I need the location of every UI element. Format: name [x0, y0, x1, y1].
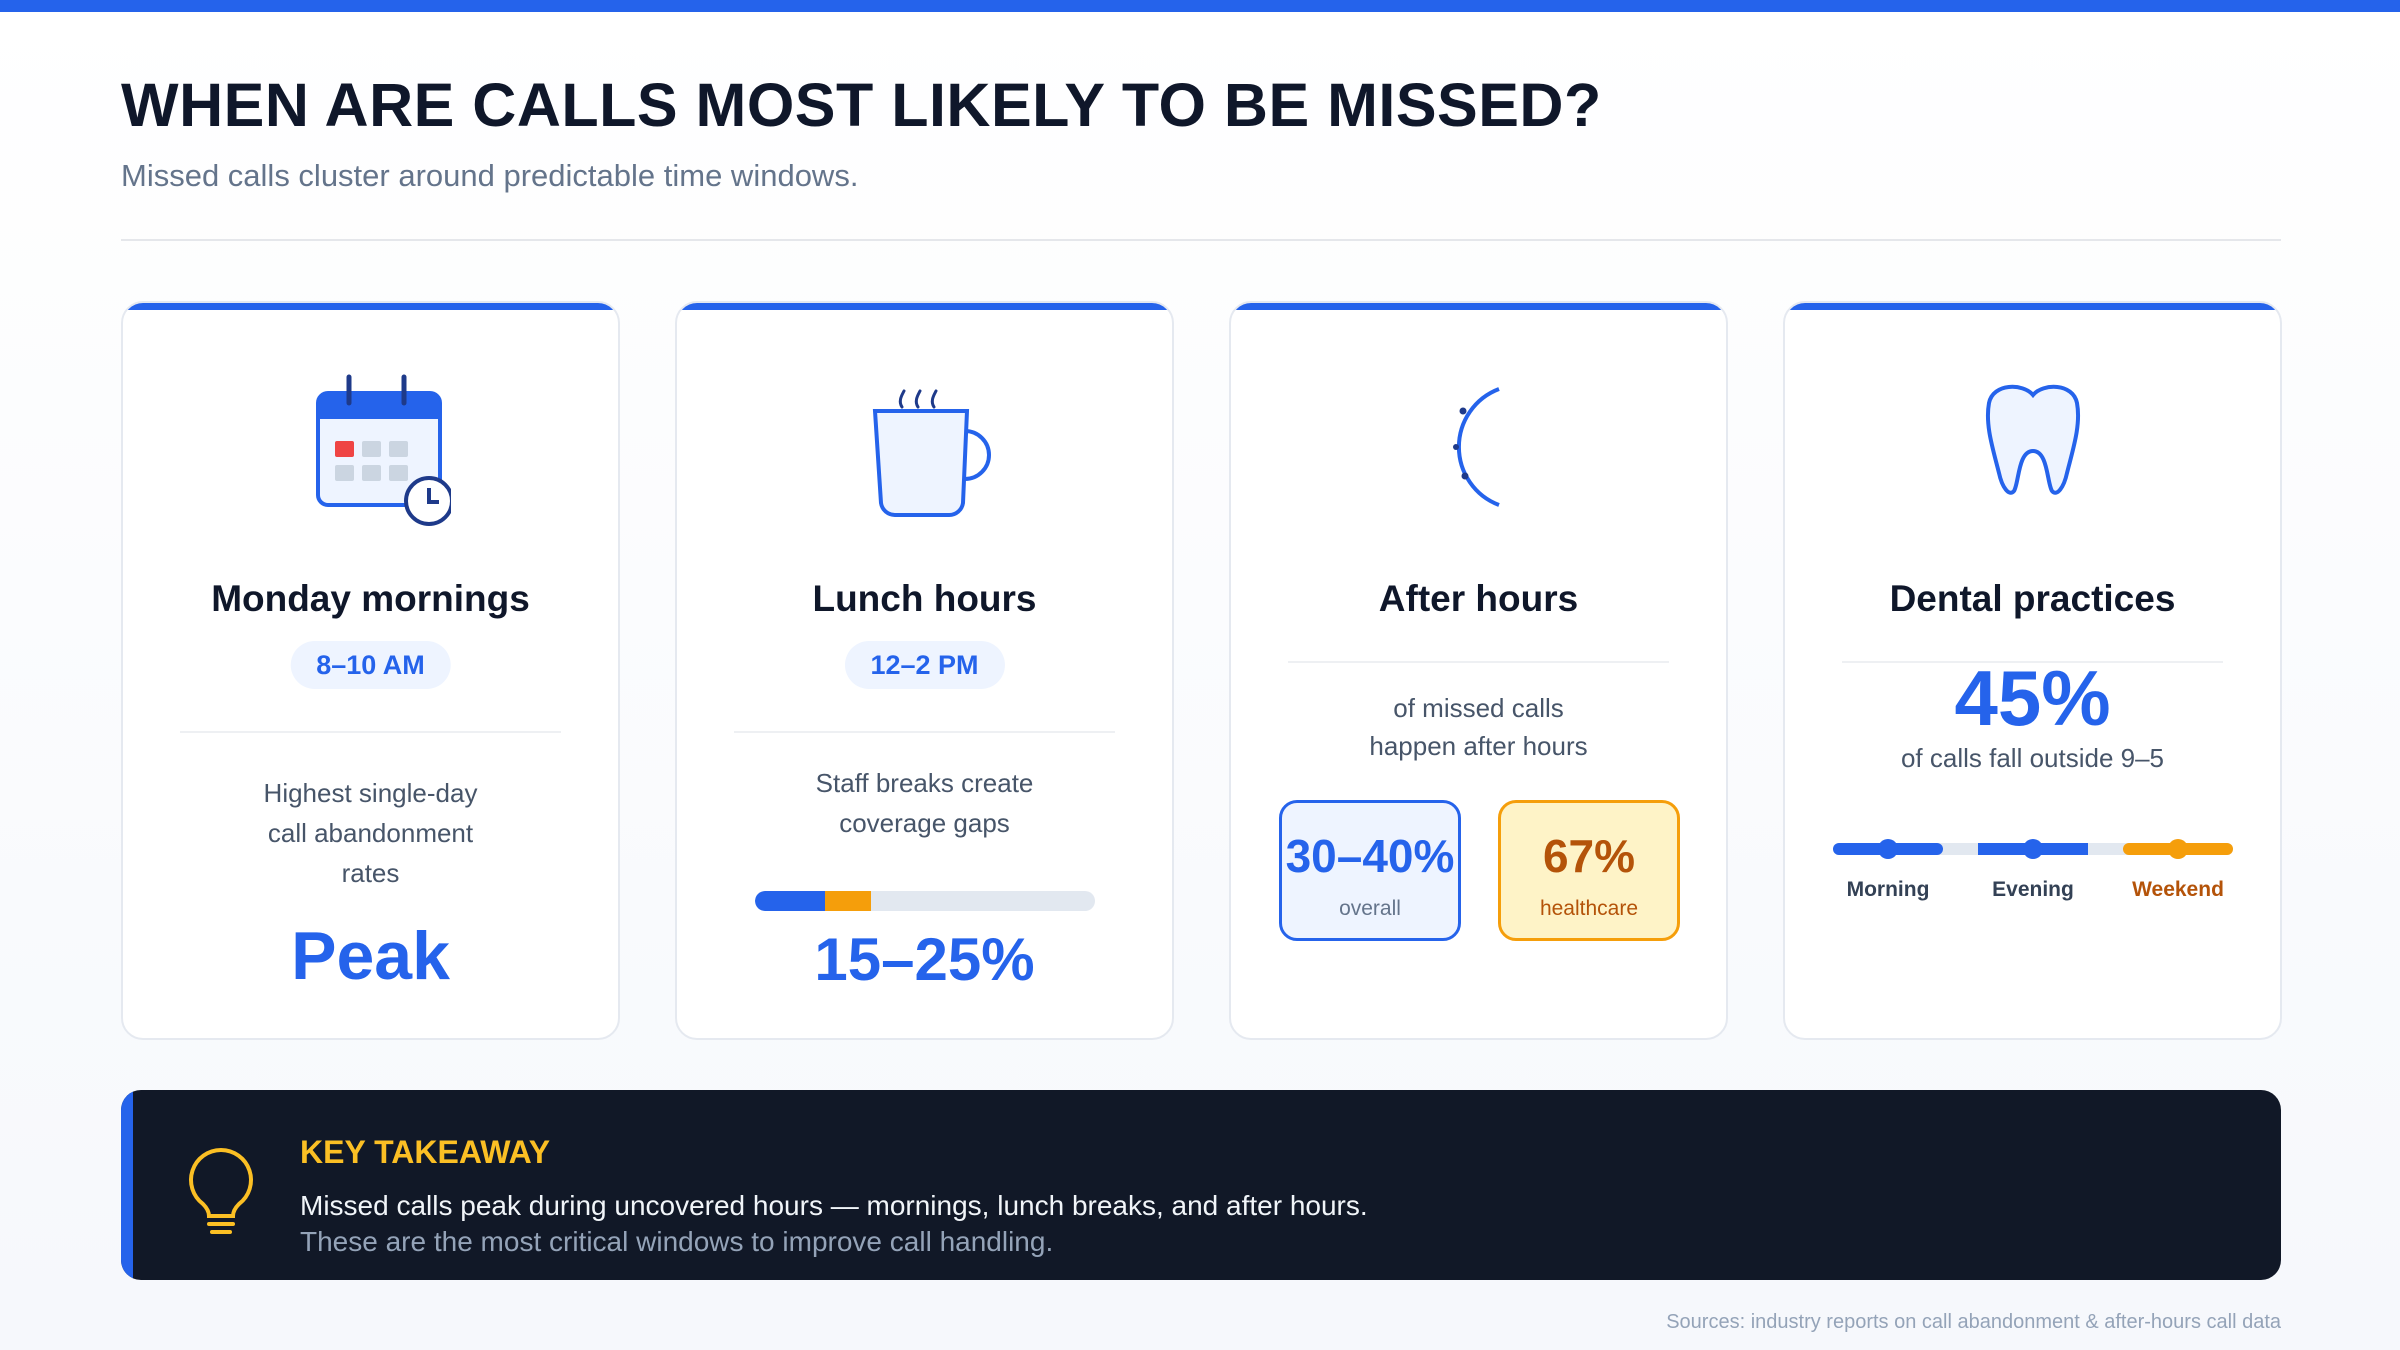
coffee-mug-icon	[872, 389, 991, 518]
card-stat: 45%	[1954, 654, 2111, 742]
card-description: of missed calls happen after hours	[1231, 689, 1726, 765]
sources-note: Sources: industry reports on call abando…	[1666, 1311, 2281, 1333]
card-title: After hours	[1378, 578, 1579, 619]
lightbulb-icon	[189, 1147, 253, 1234]
card-accent-bar	[1785, 303, 2280, 310]
segment-label: Evening	[1992, 878, 2074, 901]
card-description: Highest single-day call abandonment rate…	[123, 773, 618, 893]
description-line: coverage gaps	[839, 808, 1010, 838]
takeaway-line-2: These are the most critical windows to i…	[300, 1226, 1054, 1257]
tooth-icon	[1985, 384, 2080, 495]
range-bar-low	[755, 891, 825, 911]
description-line: Highest single-day	[263, 778, 478, 808]
time-badge: 8–10 AM	[290, 641, 451, 689]
takeaway-heading: KEY TAKEAWAY	[300, 1134, 551, 1170]
marker-weekend	[2168, 839, 2188, 859]
banner-accent-stripe	[121, 1090, 133, 1280]
card-divider	[1842, 661, 2223, 663]
card-accent-bar	[123, 303, 618, 310]
card-monday-mornings: Monday mornings 8–10 AM Highest single-d…	[121, 301, 620, 1040]
page-title: WHEN ARE CALLS MOST LIKELY TO BE MISSED?	[121, 71, 1602, 139]
takeaway-line-1: Missed calls peak during uncovered hours…	[300, 1190, 1368, 1221]
header-divider	[121, 239, 2281, 241]
stat-value: 30–40%	[1285, 830, 1455, 882]
card-caption: of calls fall outside 9–5	[1900, 743, 2165, 773]
card-description: Staff breaks create coverage gaps	[677, 763, 1172, 843]
time-badge: 12–2 PM	[844, 641, 1005, 689]
card-divider	[1288, 661, 1669, 663]
card-lunch-hours: Lunch hours 12–2 PM Staff breaks create …	[675, 301, 1174, 1040]
description-line: happen after hours	[1369, 731, 1588, 761]
stat-label: healthcare	[1539, 897, 1639, 920]
card-stat: 15–25%	[814, 926, 1035, 993]
marker-evening	[2023, 839, 2043, 859]
description-line: call abandonment	[267, 818, 474, 848]
description-line: Staff breaks create	[815, 768, 1034, 798]
card-stat: Peak	[291, 918, 450, 994]
card-after-hours: After hours of missed calls happen after…	[1229, 301, 1728, 1040]
segment-label: Weekend	[2132, 878, 2224, 901]
page-subtitle: Missed calls cluster around predictable …	[121, 158, 859, 193]
stat-box-overall: 30–40% overall	[1279, 800, 1461, 941]
calendar-clock-icon	[315, 374, 451, 526]
range-bar	[755, 891, 1095, 911]
card-divider	[180, 731, 561, 733]
card-accent-bar	[677, 303, 1172, 310]
segment-label: Morning	[1846, 878, 1930, 901]
range-bar-high	[824, 891, 872, 911]
card-title: Lunch hours	[812, 578, 1037, 619]
description-line: rates	[341, 858, 400, 888]
card-dental-practices: Dental practices 45% of calls fall outsi…	[1783, 301, 2282, 1040]
key-takeaway-banner: KEY TAKEAWAY Missed calls peak during un…	[121, 1090, 2281, 1280]
stat-label: overall	[1339, 897, 1401, 920]
marker-morning	[1878, 839, 1898, 859]
card-accent-bar	[1231, 303, 1726, 310]
moon-icon	[1452, 387, 1500, 507]
description-line: of missed calls	[1393, 693, 1564, 723]
top-accent-bar	[0, 0, 2400, 12]
stat-box-healthcare: 67% healthcare	[1498, 800, 1680, 941]
card-divider	[734, 731, 1115, 733]
stat-value: 67%	[1542, 830, 1636, 882]
card-title: Dental practices	[1889, 578, 2176, 619]
card-title: Monday mornings	[211, 578, 530, 619]
